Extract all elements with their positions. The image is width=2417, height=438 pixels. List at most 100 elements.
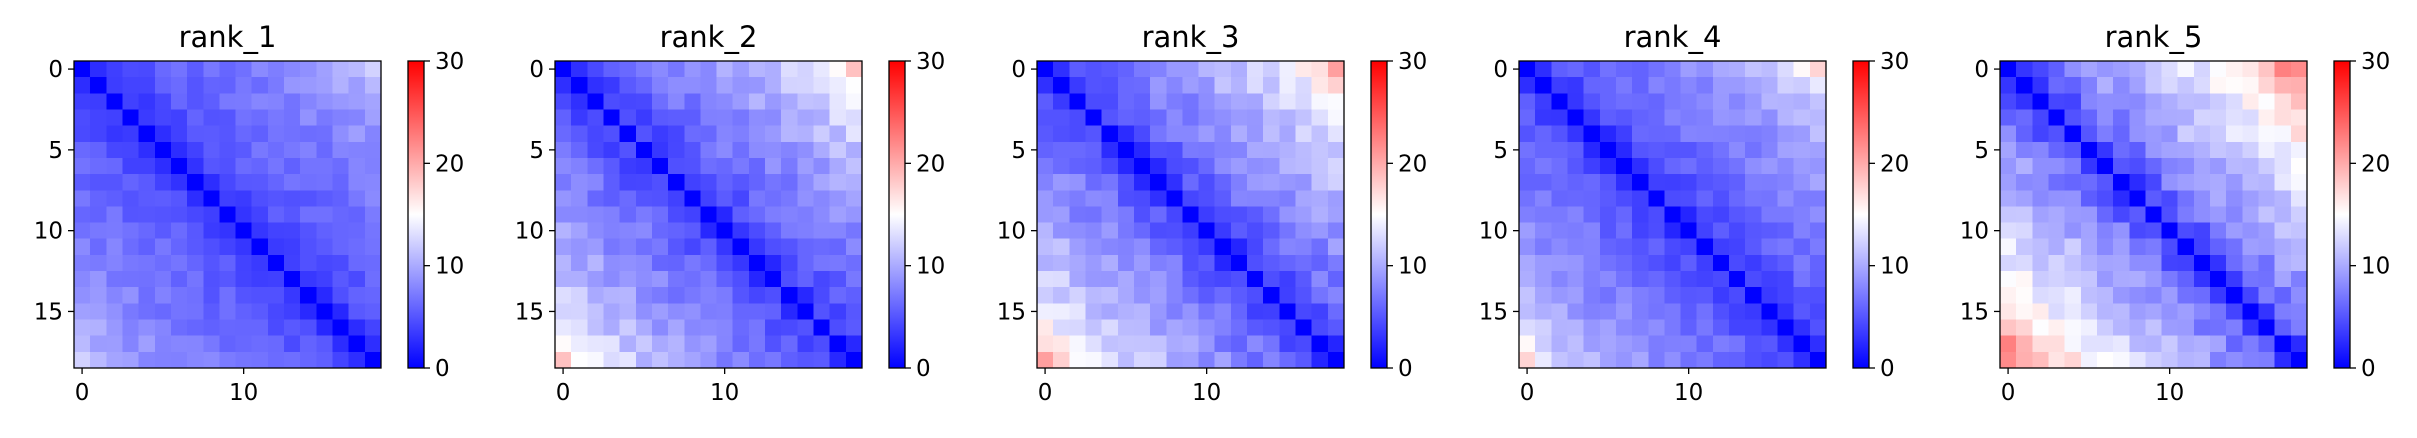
heatmap-cell	[651, 222, 669, 240]
heatmap-cell	[845, 77, 863, 94]
heatmap-cell	[1295, 254, 1313, 272]
heatmap-cell	[1535, 157, 1552, 175]
heatmap-cell	[348, 93, 366, 111]
heatmap-cell	[1648, 109, 1666, 127]
heatmap-cell	[90, 287, 107, 304]
axes-frame	[1999, 60, 2308, 369]
heatmap-cell	[555, 174, 572, 191]
heatmap-cell	[781, 109, 798, 127]
heatmap-cell	[138, 93, 156, 111]
heatmap-cell	[1133, 174, 1151, 191]
heatmap-cell	[284, 141, 301, 159]
heatmap-cell	[1085, 93, 1103, 111]
heatmap-cell	[2193, 335, 2211, 353]
heatmap-cell	[555, 319, 572, 337]
heatmap-cell	[1133, 254, 1151, 272]
heatmap-cell	[571, 335, 588, 353]
heatmap-cell	[1519, 303, 1536, 321]
heatmap-cell	[651, 141, 669, 159]
heatmap-cell	[2064, 238, 2082, 256]
heatmap-cell	[203, 93, 221, 111]
heatmap-cell	[2210, 206, 2227, 224]
heatmap-cell	[1263, 271, 1280, 288]
heatmap-cell	[106, 351, 124, 369]
heatmap-cell	[2129, 174, 2147, 191]
heatmap-cell	[1583, 77, 1601, 94]
heatmap-cell	[2210, 254, 2227, 272]
heatmap-cell	[1263, 254, 1280, 272]
heatmap-cell	[2000, 93, 2017, 111]
heatmap-cell	[1777, 254, 1795, 272]
heatmap-cell	[619, 190, 637, 208]
heatmap-cell	[1599, 319, 1617, 337]
heatmap-cell	[1551, 206, 1569, 224]
heatmap-cell	[716, 287, 734, 304]
heatmap-cell	[1632, 109, 1649, 127]
heatmap-cell	[797, 287, 815, 304]
heatmap-cell	[845, 61, 863, 78]
heatmap-cell	[2145, 157, 2163, 175]
heatmap-cell	[267, 238, 285, 256]
heatmap-cell	[1615, 238, 1633, 256]
heatmap-cell	[555, 222, 572, 240]
heatmap-cell	[2161, 77, 2179, 94]
heatmap-cell	[1085, 77, 1103, 94]
heatmap-cell	[603, 351, 621, 369]
heatmap-cell	[1295, 271, 1313, 288]
heatmap-cell	[2064, 157, 2082, 175]
heatmap-cell	[2129, 93, 2147, 111]
heatmap-cell	[300, 335, 317, 353]
heatmap-cell	[2242, 287, 2260, 304]
heatmap-cell	[2096, 271, 2114, 288]
heatmap-cell	[1182, 319, 1200, 337]
heatmap-cell	[1327, 109, 1345, 127]
heatmap-cell	[300, 174, 317, 191]
heatmap-cell	[267, 351, 285, 369]
heatmap-cell	[2290, 351, 2308, 369]
heatmap-cell	[1295, 141, 1313, 159]
heatmap-cell	[1182, 238, 1200, 256]
heatmap-cell	[106, 222, 124, 240]
heatmap-cell	[138, 303, 156, 321]
heatmap-cell	[700, 351, 718, 369]
heatmap-cell	[2274, 77, 2292, 94]
heatmap-cell	[1809, 109, 1827, 127]
heatmap-cell	[651, 287, 669, 304]
heatmap-cell	[267, 222, 285, 240]
heatmap-cell	[1295, 351, 1313, 369]
heatmap-cell	[2080, 335, 2098, 353]
heatmap-cell	[154, 303, 172, 321]
heatmap-cell	[2226, 109, 2243, 127]
heatmap-cell	[1648, 174, 1666, 191]
heatmap-cell	[797, 109, 815, 127]
heatmap-cell	[2064, 190, 2082, 208]
heatmap-cell	[1150, 125, 1167, 143]
heatmap-cell	[1809, 77, 1827, 94]
heatmap-cell	[1214, 287, 1232, 304]
heatmap-cell	[2016, 254, 2033, 272]
heatmap-cell	[732, 141, 750, 159]
heatmap-cell	[1632, 93, 1649, 111]
heatmap-cell	[300, 271, 317, 288]
heatmap-cell	[2032, 141, 2050, 159]
heatmap-cell	[332, 61, 350, 78]
heatmap-cell	[1214, 93, 1232, 111]
heatmap-cell	[619, 77, 637, 94]
heatmap-cell	[1327, 254, 1345, 272]
heatmap-cell	[1230, 238, 1248, 256]
heatmap-cell	[587, 157, 605, 175]
heatmap-cell	[1150, 254, 1167, 272]
heatmap-cell	[2096, 190, 2114, 208]
heatmap-cell	[619, 206, 637, 224]
heatmap-cell	[1567, 141, 1585, 159]
heatmap-cell	[1599, 157, 1617, 175]
heatmap-cell	[1761, 125, 1779, 143]
heatmap-cell	[1519, 77, 1536, 94]
heatmap-cell	[1615, 351, 1633, 369]
heatmap-cell	[2113, 238, 2130, 256]
heatmap-cell	[1761, 206, 1779, 224]
heatmap-cell	[1279, 77, 1297, 94]
heatmap-cell	[2000, 77, 2017, 94]
heatmap-cell	[219, 61, 237, 78]
heatmap-cell	[1696, 125, 1714, 143]
